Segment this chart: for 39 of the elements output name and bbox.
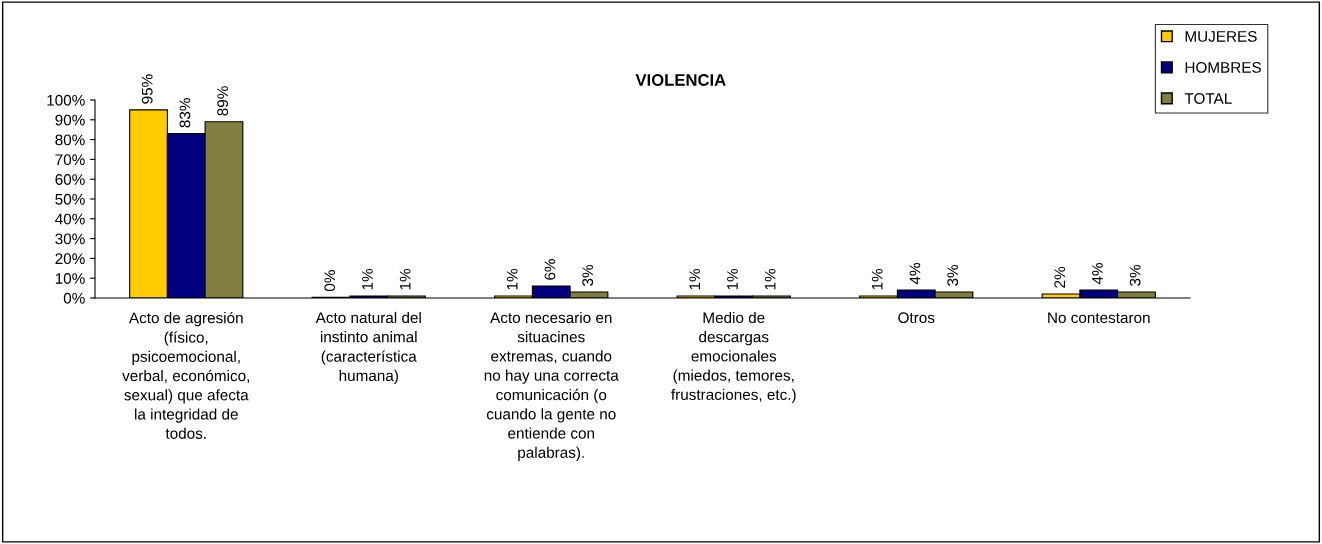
y-tick-label: 30% [55,233,85,245]
y-tick-label: 70% [55,154,85,166]
data-label: 83% [179,98,191,128]
y-tick-label: 10% [55,273,85,284]
data-label: 3% [582,264,594,286]
x-tick-label: Acto de agresión (físico, psicoemocional, verbal, económico, sexual) que afecta la integridad de todos. [122,311,249,439]
data-label: 1% [399,268,411,290]
x-tick-label: Otros [898,312,935,324]
x-tick-label: Acto necesario en situacines extremas, cuando no hay una correcta comunicación (o cuando la gente no entiende con palabras). [484,311,619,461]
y-tick-label: 20% [55,253,85,265]
data-label: 1% [362,268,373,290]
legend-label: HOMBRES [1185,62,1261,73]
data-label: 1% [506,268,518,290]
legend-label: TOTAL [1184,93,1232,104]
data-label: 1% [727,268,738,290]
data-label: 3% [1129,264,1141,286]
data-label: 1% [871,268,883,290]
data-label: 3% [947,264,959,286]
data-label: 6% [544,259,556,280]
y-tick-label: 90% [55,114,85,126]
data-label: 0% [324,270,336,292]
y-tick-label: 60% [55,174,85,185]
y-tick-label: 100% [47,94,85,106]
chart-title: VIOLENCIA [635,74,726,86]
data-label: 4% [1092,262,1103,285]
data-label: 1% [764,268,776,290]
y-tick-label: 80% [55,134,85,146]
data-label: 4% [909,262,921,285]
data-label: 1% [689,268,701,290]
data-label: 2% [1054,266,1066,288]
x-tick-label: Acto natural del instinto animal (característica humana) [315,311,421,385]
x-tick-label: No contestaron [1048,312,1150,324]
x-tick-label: Medio de descargas emocionales (miedos, temores, frustraciones, etc.) [671,311,796,404]
y-tick-label: 0% [63,292,85,304]
y-tick-label: 50% [55,193,85,205]
data-label: 95% [141,74,153,104]
y-tick-label: 40% [55,213,85,225]
legend-label: MUJERES [1185,30,1257,42]
data-label: 89% [217,86,229,116]
